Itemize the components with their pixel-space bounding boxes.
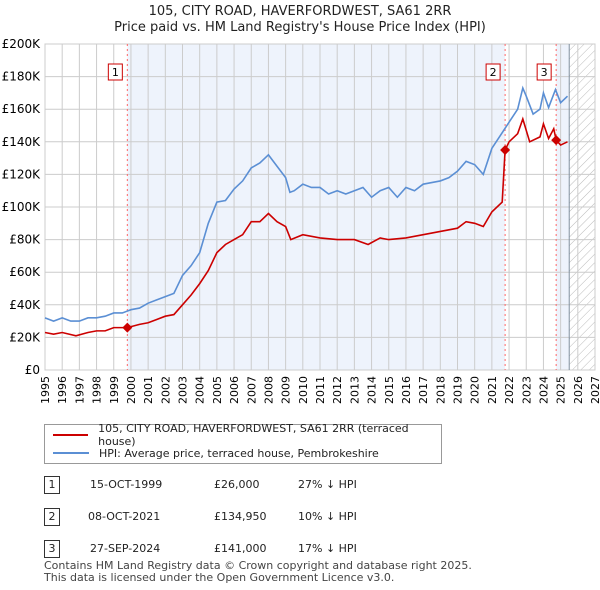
- legend-label-hpi: HPI: Average price, terraced house, Pemb…: [99, 446, 379, 460]
- hpi-line: [44, 85, 569, 322]
- x-tick-label: 2013: [348, 376, 361, 404]
- x-tick-label: 2009: [280, 376, 293, 404]
- x-tick-label: 2012: [331, 376, 344, 404]
- plot-area: 1995 1996 1997 1998 1999 2000 2001 2002 2003 2004…: [2, 37, 600, 404]
- sale-hpi-diff: 17% ↓ HPI: [298, 542, 357, 555]
- sale-date: 27-SEP-2024: [90, 542, 161, 555]
- sale-hpi-diff: 10% ↓ HPI: [298, 510, 357, 523]
- sale-point: [122, 322, 133, 333]
- x-tick-label: 2003: [177, 376, 190, 404]
- y-tick-label: £0: [25, 363, 40, 377]
- y-tick-label: £200K: [2, 37, 42, 51]
- x-tick-label: 2010: [297, 376, 310, 404]
- sale-marker-number: 1: [44, 476, 60, 494]
- x-tick-label: 2017: [417, 376, 430, 404]
- x-tick-label: 1997: [73, 376, 86, 404]
- table-row: 2 08-OCT-2021 £134,950 10% ↓ HPI: [44, 508, 444, 528]
- sale-marker-number: 2: [44, 508, 60, 526]
- legend-swatch-hpi: [53, 452, 89, 454]
- x-tick-label: 2005: [211, 376, 224, 404]
- x-tick-label: 1995: [39, 376, 52, 404]
- legend-swatch-property: [53, 434, 89, 436]
- sale-marker-number: 3: [44, 540, 60, 558]
- sale-label: 1: [112, 66, 119, 79]
- x-tick-label: 2004: [194, 376, 207, 404]
- sale-hpi-diff: 27% ↓ HPI: [298, 478, 357, 491]
- sale-point: [500, 145, 511, 156]
- x-tick-label: 1996: [56, 376, 69, 404]
- sale-date: 08-OCT-2021: [88, 510, 161, 523]
- footer-line: Contains HM Land Registry data © Crown c…: [44, 559, 472, 572]
- sale-price: £141,000: [214, 542, 267, 555]
- plot-border: [44, 43, 596, 371]
- x-tick-label: 2025: [555, 376, 568, 404]
- y-tick-label: £160K: [2, 102, 42, 116]
- legend: 105, CITY ROAD, HAVERFORDWEST, SA61 2RR …: [44, 422, 442, 464]
- x-tick-label: 2006: [228, 376, 241, 404]
- sale-date: 15-OCT-1999: [90, 478, 163, 491]
- x-tick-label: 2008: [262, 376, 275, 404]
- sale-label: 2: [490, 66, 497, 79]
- x-tick-label: 2018: [434, 376, 447, 404]
- x-tick-label: 2026: [572, 376, 585, 404]
- x-tick-label: 2024: [537, 376, 550, 404]
- chart-title: 105, CITY ROAD, HAVERFORDWEST, SA61 2RR: [148, 4, 452, 19]
- x-tick-label: 2015: [383, 376, 396, 404]
- x-tick-label: 1999: [108, 376, 121, 404]
- x-tick-label: 2002: [159, 376, 172, 404]
- x-tick-label: 2021: [486, 376, 499, 404]
- x-tick-label: 2023: [520, 376, 533, 404]
- table-row: 1 15-OCT-1999 £26,000 27% ↓ HPI: [44, 476, 444, 496]
- footer-line: This data is licensed under the Open Gov…: [44, 571, 395, 584]
- chart-subtitle: Price paid vs. HM Land Registry's House …: [114, 20, 486, 35]
- sale-label-box: [485, 63, 501, 81]
- sale-label-box: [536, 63, 552, 81]
- x-tick-label: 2001: [142, 376, 155, 404]
- x-tick-label: 2011: [314, 376, 327, 404]
- sale-price: £26,000: [214, 478, 260, 491]
- x-tick-label: 2027: [589, 376, 600, 404]
- y-tick-label: £40K: [9, 298, 41, 312]
- sale-point: [551, 135, 562, 146]
- legend-label-property: 105, CITY ROAD, HAVERFORDWEST, SA61 2RR …: [98, 422, 409, 448]
- y-tick-label: £100K: [2, 200, 42, 214]
- x-tick-label: 2022: [503, 376, 516, 404]
- sale-price: £134,950: [214, 510, 267, 523]
- x-tick-label: 1998: [91, 376, 104, 404]
- y-tick-label: £20K: [9, 330, 41, 344]
- sale-label-box: [107, 63, 123, 81]
- y-tick-label: £180K: [2, 70, 42, 84]
- y-tick-label: £60K: [9, 265, 41, 279]
- y-tick-label: £120K: [2, 167, 42, 181]
- x-tick-label: 2014: [366, 376, 379, 404]
- table-row: 3 27-SEP-2024 £141,000 17% ↓ HPI: [44, 540, 444, 560]
- x-tick-label: 2019: [452, 376, 465, 404]
- sale-label: 3: [541, 66, 548, 79]
- x-tick-label: 2016: [400, 376, 413, 404]
- x-tick-label: 2000: [125, 376, 138, 404]
- y-tick-label: £140K: [2, 135, 42, 149]
- property-price-line: [44, 116, 568, 337]
- x-tick-label: 2007: [245, 376, 258, 404]
- y-tick-label: £80K: [9, 233, 41, 247]
- footer: Contains HM Land Registry data © Crown c…: [44, 560, 472, 584]
- x-tick-label: 2020: [469, 376, 482, 404]
